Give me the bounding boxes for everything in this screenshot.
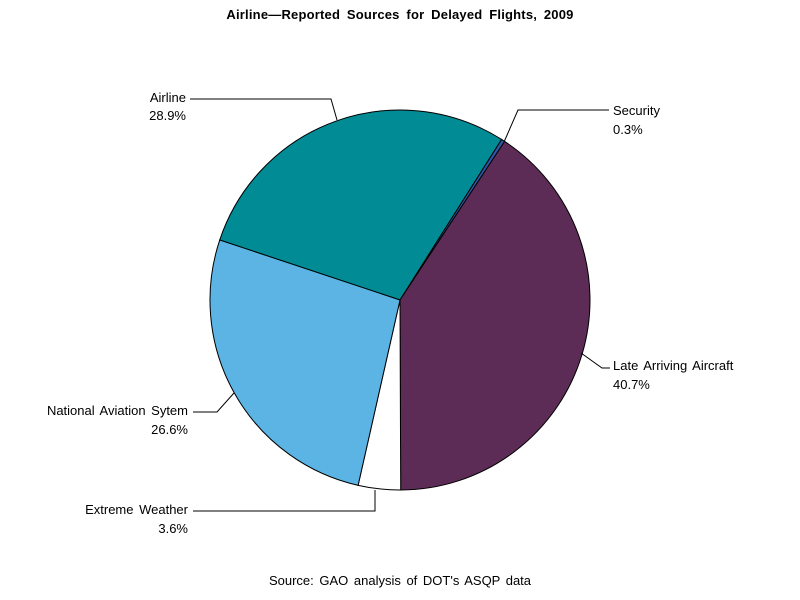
callout-late-arriving-aircraft: Late Arriving Aircraft 40.7% [613, 356, 733, 394]
slice-percent: 0.3% [613, 122, 643, 137]
pie-slice-airline [219, 109, 503, 301]
chart-title: Airline—Reported Sources for Delayed Fli… [226, 7, 574, 22]
slice-label: Extreme Weather [85, 502, 188, 517]
source-note: Source: GAO analysis of DOT's ASQP data [268, 573, 532, 588]
slice-label: Security [613, 103, 660, 118]
slice-percent: 26.6% [151, 422, 188, 437]
leader-line-national-aviation-sytem [193, 392, 235, 413]
pie-slices [209, 109, 591, 491]
slice-label: National Aviation Sytem [46, 403, 188, 418]
callout-extreme-weather: Extreme Weather 3.6% [85, 500, 188, 538]
leader-line-late-arriving-aircraft [580, 352, 610, 369]
callout-national-aviation-sytem: National Aviation Sytem 26.6% [47, 401, 188, 439]
callout-airline: Airline 28.9% [149, 89, 186, 125]
slice-label: Late Arriving Aircraft [613, 358, 734, 373]
slice-percent: 40.7% [613, 377, 650, 392]
leader-line-airline [190, 98, 338, 121]
slice-percent: 3.6% [158, 521, 188, 536]
slice-label: Airline [149, 90, 186, 105]
callout-security: Security 0.3% [613, 101, 660, 139]
leader-lines [190, 98, 610, 512]
slice-percent: 28.9% [149, 108, 186, 123]
leader-line-security [503, 109, 609, 143]
pie-slice-national-aviation-sytem [209, 239, 401, 486]
leader-line-extreme-weather [193, 490, 376, 512]
